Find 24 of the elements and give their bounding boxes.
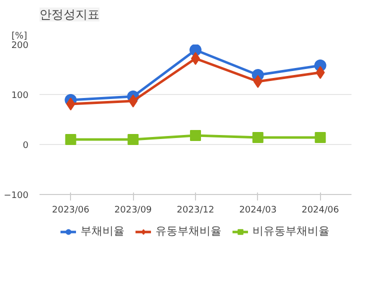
point xyxy=(252,132,264,143)
y-tick-label: 0 xyxy=(22,141,29,151)
y-axis-title: [%] xyxy=(12,32,28,42)
y-tick-label: 100 xyxy=(11,91,29,101)
chart-title: 안정성지표 xyxy=(40,8,100,22)
point xyxy=(128,94,138,108)
x-tick-label: 2023/12 xyxy=(176,206,214,216)
x-tick-label: 2023/06 xyxy=(52,206,90,216)
y-tick-label: 200 xyxy=(11,41,29,51)
point xyxy=(190,130,201,141)
legend-label: 유동부채비율 xyxy=(156,224,222,238)
point xyxy=(253,75,262,88)
point xyxy=(190,44,202,56)
x-tick-label: 2024/06 xyxy=(302,206,340,216)
x-tick-label: 2023/09 xyxy=(114,206,152,216)
legend-label: 비유동부채비율 xyxy=(252,224,330,238)
x-tick-label: 2024/03 xyxy=(239,206,277,216)
point xyxy=(314,132,326,143)
y-tick-label: −100 xyxy=(4,191,29,201)
legend-label: 부채비율 xyxy=(80,224,124,238)
point xyxy=(128,134,139,145)
point xyxy=(66,98,76,110)
point xyxy=(65,134,76,145)
point xyxy=(316,66,325,79)
